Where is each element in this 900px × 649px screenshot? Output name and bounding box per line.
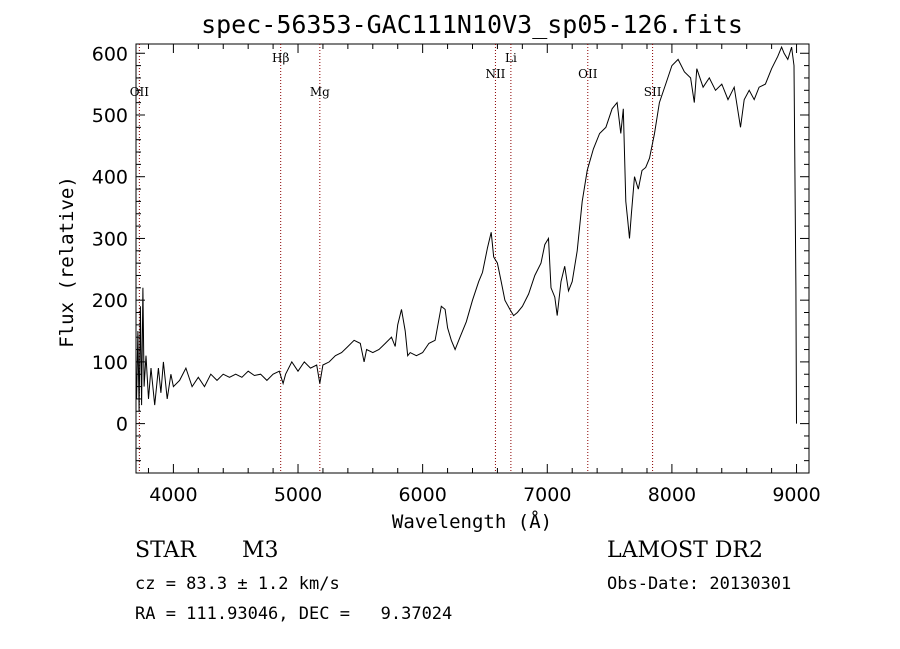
y-tick-label: 500 (92, 105, 128, 127)
x-tick-label: 6000 (398, 484, 446, 506)
redshift-cz: cz = 83.3 ± 1.2 km/s (135, 574, 340, 594)
spectral-line-label: Hβ (272, 51, 289, 65)
spectral-line-label: SII (644, 85, 662, 99)
observation-date: Obs-Date: 20130301 (607, 574, 792, 594)
x-tick-label: 9000 (772, 484, 820, 506)
spectral-line-label: OII (130, 85, 150, 99)
spectral-line-label: NII (485, 67, 505, 81)
survey-name: LAMOST DR2 (607, 538, 763, 563)
chart-title: spec-56353-GAC111N10V3_sp05-126.fits (201, 10, 743, 39)
y-tick-label: 200 (92, 290, 128, 312)
x-tick-label: 5000 (274, 484, 322, 506)
spectrum-line (136, 45, 797, 424)
spectral-line-label: OII (578, 67, 598, 81)
spectral-line-label: Li (505, 51, 517, 65)
x-axis-title: Wavelength (Å) (392, 510, 552, 533)
y-tick-label: 400 (92, 167, 128, 189)
axis-ticks: 4000 5000 6000 7000 8000 9000 0 100 200 300 400 500… (92, 43, 821, 506)
x-tick-label: 8000 (648, 484, 696, 506)
y-tick-label: 100 (92, 352, 128, 374)
x-tick-label: 4000 (149, 484, 197, 506)
spectral-line-label: Mg (310, 85, 330, 99)
y-tick-label: 600 (92, 43, 128, 65)
object-class: STAR (135, 538, 196, 563)
y-axis-title: Flux (relative) (56, 176, 78, 348)
y-tick-label: 300 (92, 228, 128, 250)
y-tick-label: 0 (116, 414, 128, 436)
x-tick-label: 7000 (523, 484, 571, 506)
plot-frame (135, 43, 810, 474)
coordinates: RA = 111.93046, DEC = 9.37024 (135, 604, 453, 624)
object-subclass: M3 (242, 538, 279, 563)
